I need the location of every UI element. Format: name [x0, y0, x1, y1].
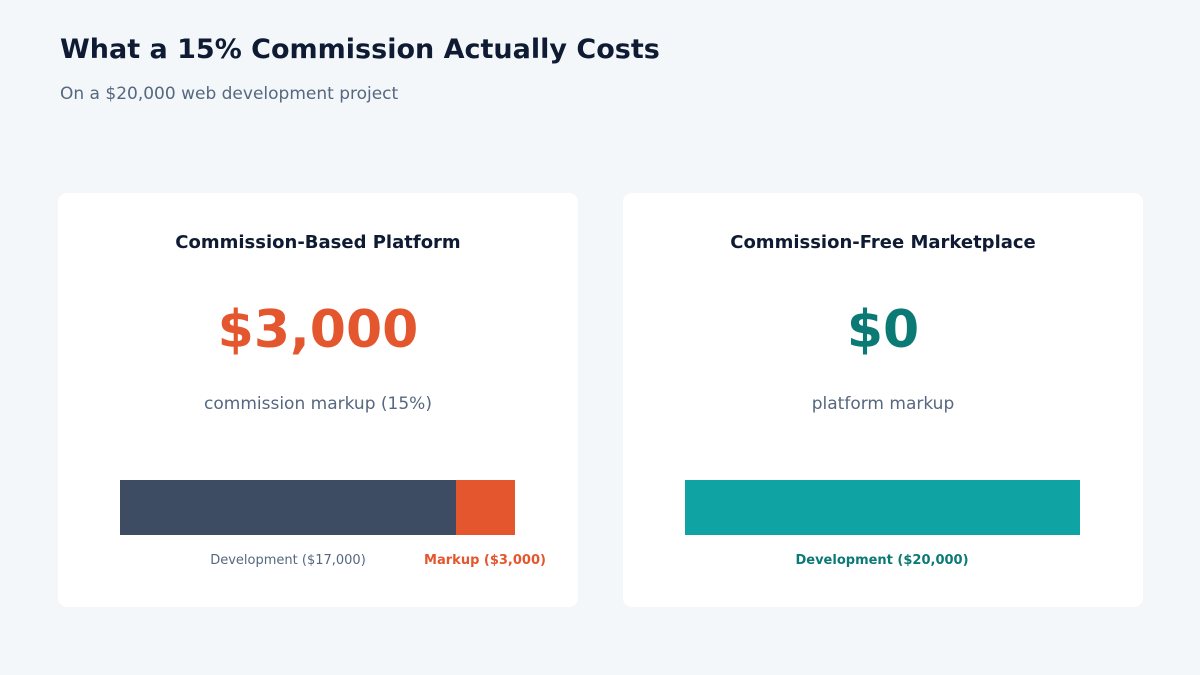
- markup-segment: [455, 480, 515, 535]
- markup-label: Markup ($3,000): [424, 553, 546, 568]
- page-subtitle: On a $20,000 web development project: [60, 84, 399, 104]
- commission-amount: $3,000: [217, 300, 419, 360]
- commission-free-caption: platform markup: [811, 394, 955, 414]
- development-segment: [120, 480, 456, 535]
- page-title: What a 15% Commission Actually Costs: [60, 34, 660, 65]
- commission-stacked-bar: [120, 480, 515, 535]
- commission-card: [58, 193, 578, 607]
- commission-caption: commission markup (15%): [204, 394, 432, 414]
- commission-free-card: [623, 193, 1143, 607]
- development-segment-free: [685, 480, 1080, 535]
- development-label-free: Development ($20,000): [795, 553, 969, 568]
- commission-free-bar: [685, 480, 1080, 535]
- commission-free-card-title: Commission-Free Marketplace: [730, 232, 1036, 253]
- commission-free-amount: $0: [846, 300, 920, 360]
- development-label: Development ($17,000): [210, 553, 366, 568]
- commission-card-title: Commission-Based Platform: [175, 232, 461, 253]
